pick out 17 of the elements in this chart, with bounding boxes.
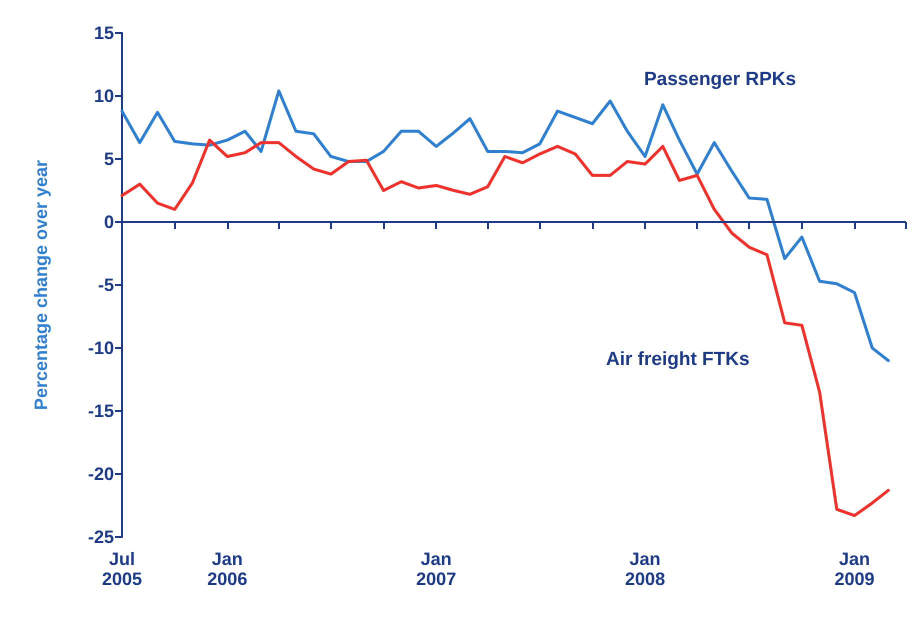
y-tick-label: -25 [88, 527, 114, 547]
text: Air freight FTKs [606, 349, 750, 370]
y-tick-label: -15 [88, 401, 114, 421]
x-tick-label: Jan 2009 [834, 549, 875, 589]
x-tick-label: Jan 2007 [416, 549, 456, 589]
series-label: Passenger RPKs [644, 69, 796, 90]
y-axis-title: Percentage change over year [31, 160, 51, 410]
y-tick-label: -10 [88, 338, 114, 358]
y-tick-label: 5 [104, 149, 114, 169]
x-tick-label: Jan 2006 [207, 549, 248, 589]
y-tick-label: 15 [94, 23, 114, 43]
y-tick-label: -5 [98, 275, 114, 295]
x-tick-label: Jul 2005 [102, 549, 142, 589]
y-tick-label: 0 [104, 212, 114, 232]
x-tick-label: Jan 2008 [625, 549, 666, 589]
y-tick-label: -20 [88, 464, 114, 484]
y-tick-label: 10 [94, 86, 114, 106]
